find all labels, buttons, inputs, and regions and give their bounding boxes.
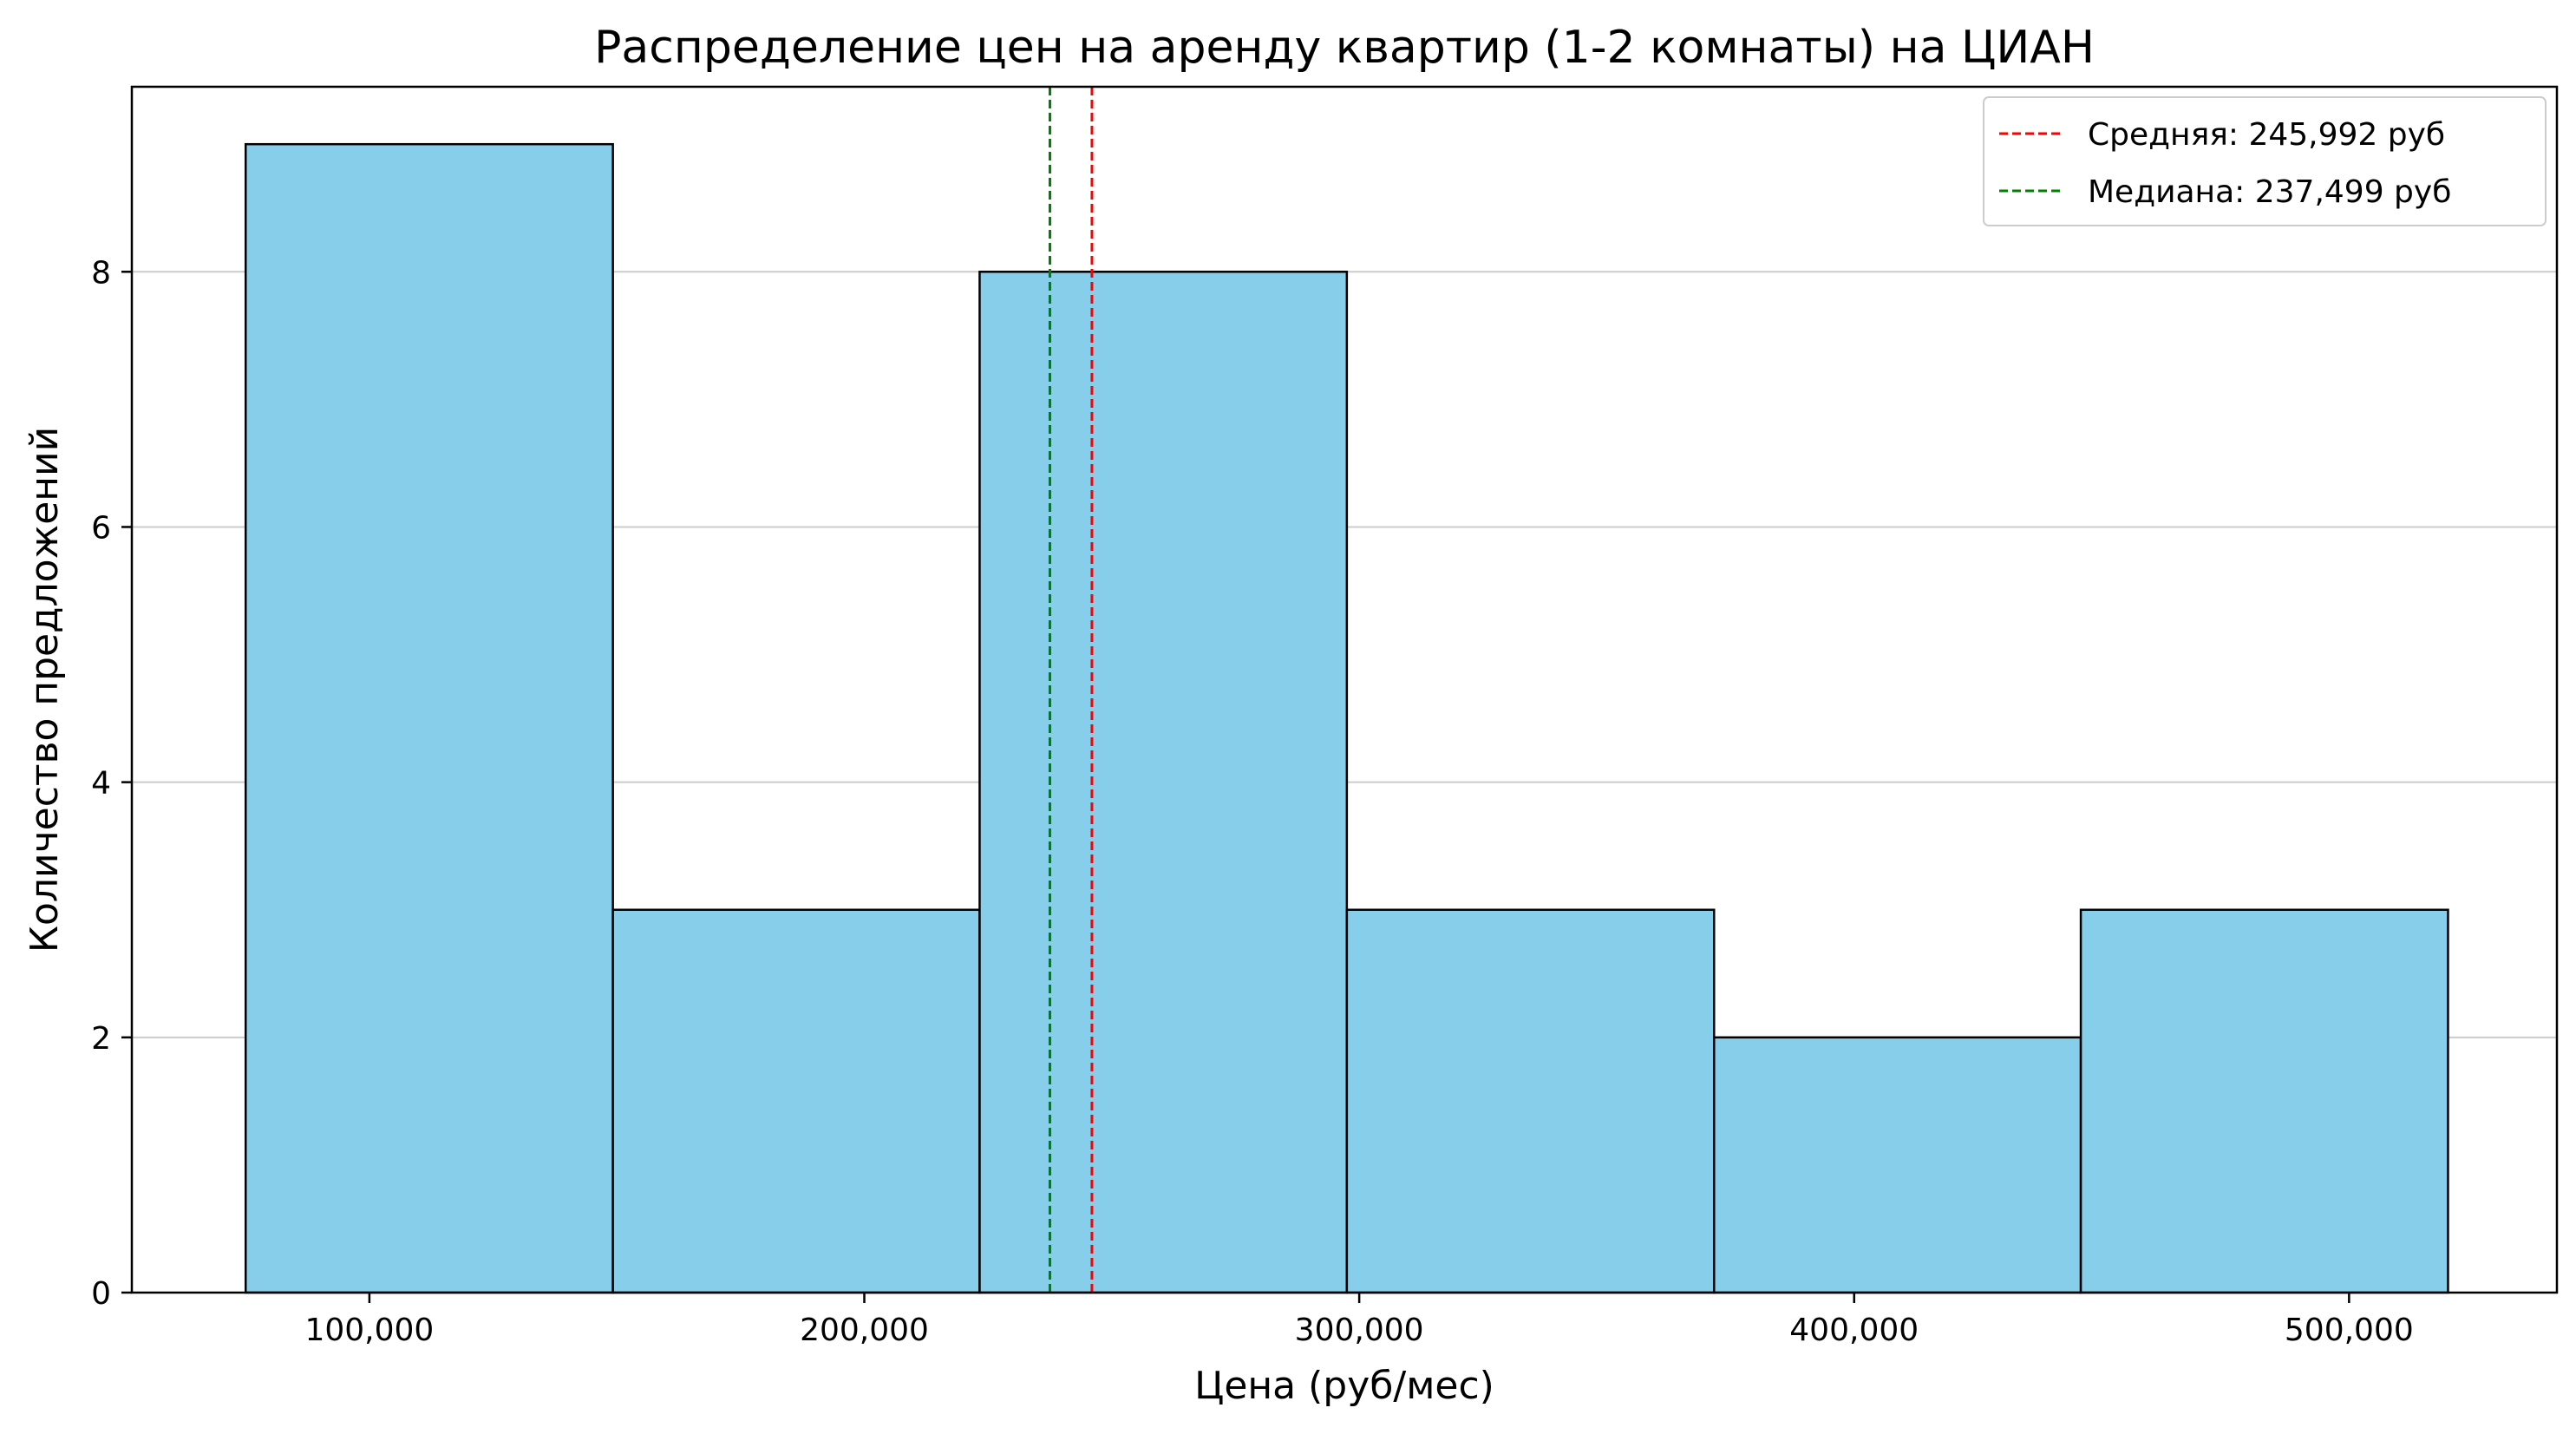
histogram-bar-2 — [978, 271, 1349, 1294]
x-axis-label: Цена (руб/мес) — [1194, 1364, 1494, 1408]
y-tick-label-4: 8 — [91, 255, 111, 291]
ticks-layer: 100,000 200,000 300,000 400,000 500,000 0 2 4 6 8 — [91, 255, 2414, 1348]
x-tick-label-2: 300,000 — [1295, 1313, 1424, 1348]
y-tick-label-2: 4 — [91, 766, 111, 802]
histogram-bar-0 — [244, 142, 614, 1294]
histogram-bar-3 — [1345, 908, 1716, 1294]
legend-box — [1983, 96, 2547, 226]
legend-median-label: Медиана: 237,499 руб — [2088, 174, 2451, 210]
bars-layer — [244, 142, 2449, 1294]
chart-title: Распределение цен на аренду квартир (1-2… — [594, 22, 2095, 74]
histogram-bar-1 — [611, 908, 981, 1294]
x-tick-label-1: 200,000 — [800, 1313, 929, 1348]
plot-frame — [130, 85, 2559, 1294]
histogram-bar-4 — [1712, 1036, 2082, 1294]
histogram-bar-5 — [2079, 908, 2449, 1294]
x-tick-label-0: 100,000 — [304, 1313, 434, 1348]
legend-mean-label: Средняя: 245,992 руб — [2088, 117, 2445, 153]
y-tick-label-3: 6 — [91, 510, 111, 546]
x-tick-label-3: 400,000 — [1789, 1313, 1919, 1348]
y-tick-label-0: 0 — [91, 1276, 111, 1312]
reference-lines-layer — [1048, 87, 1094, 1293]
y-axis-label: Количество предложений — [23, 427, 67, 953]
legend: Средняя: 245,992 руб Медиана: 237,499 ру… — [1983, 96, 2547, 226]
y-tick-label-1: 2 — [91, 1021, 111, 1057]
x-tick-label-4: 500,000 — [2285, 1313, 2414, 1348]
